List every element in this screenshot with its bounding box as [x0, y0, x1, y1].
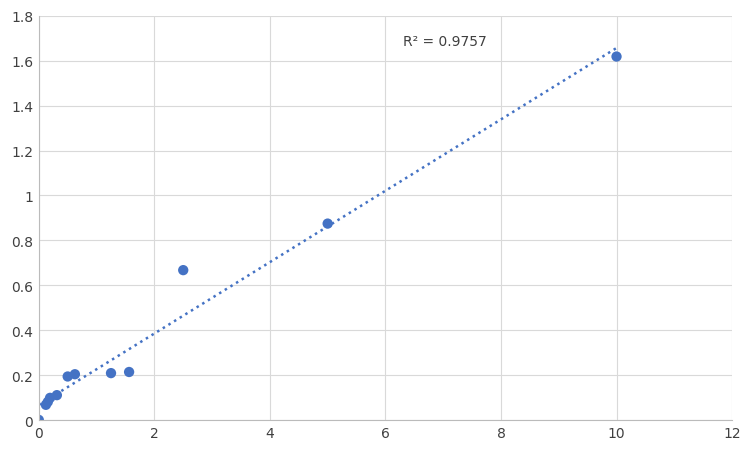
- Point: [611, 54, 623, 61]
- Point: [42, 398, 54, 405]
- Text: R² = 0.9757: R² = 0.9757: [403, 35, 487, 49]
- Point: [69, 371, 81, 378]
- Point: [51, 391, 63, 399]
- Point: [44, 394, 56, 401]
- Point: [40, 401, 52, 409]
- Point: [33, 416, 45, 423]
- Point: [105, 370, 117, 377]
- Point: [62, 373, 74, 380]
- Point: [177, 267, 190, 274]
- Point: [322, 221, 334, 228]
- Point: [123, 368, 135, 376]
